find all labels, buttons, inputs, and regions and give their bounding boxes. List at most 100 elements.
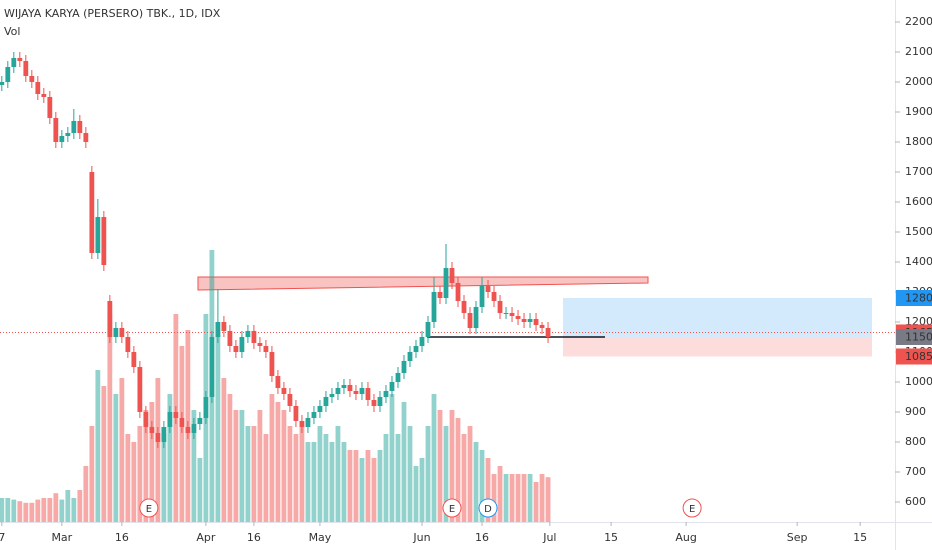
candle-body <box>305 417 311 427</box>
event-marker <box>442 498 462 518</box>
volume-bar <box>509 474 515 522</box>
candle-body <box>89 171 95 253</box>
volume-bar <box>449 410 455 522</box>
candle-body <box>107 300 113 337</box>
volume-bar <box>383 434 389 522</box>
y-tick-label: 1600 <box>905 195 932 208</box>
y-tick-label: 2200 <box>905 15 932 28</box>
candle-body <box>239 336 245 352</box>
candle-body <box>503 312 509 314</box>
candle-body <box>101 216 107 265</box>
candle-body <box>287 393 293 406</box>
candle-body <box>71 120 77 133</box>
candle-body <box>17 57 23 61</box>
candle-body <box>83 132 89 142</box>
x-tick-label: Jul <box>542 531 556 544</box>
candle-body <box>491 291 497 301</box>
candle-body <box>203 396 209 418</box>
candle-body <box>149 426 155 433</box>
candle-body <box>527 318 533 322</box>
candle-body <box>515 315 521 319</box>
x-tick-label: Apr <box>196 531 216 544</box>
volume-bar <box>41 498 47 522</box>
volume-bar <box>89 426 95 522</box>
candle-body <box>137 366 143 412</box>
candle-body <box>251 330 257 343</box>
y-tick-label: 700 <box>905 465 926 478</box>
volume-bar <box>479 450 485 522</box>
volume-bar <box>317 426 323 522</box>
volume-bar <box>461 434 467 522</box>
volume-bar <box>59 499 65 522</box>
price-label: 1280 <box>905 291 932 304</box>
volume-bar <box>485 458 491 522</box>
plot-area <box>0 51 895 522</box>
volume-bar <box>47 498 53 522</box>
candle-body <box>215 321 221 337</box>
candle-body <box>461 300 467 313</box>
volume-bar <box>275 402 281 522</box>
volume-bar <box>281 410 287 522</box>
candle-body <box>407 351 413 361</box>
volume-bar <box>503 474 509 522</box>
candle-body <box>0 81 5 85</box>
volume-bar <box>473 442 479 522</box>
volume-bar <box>335 426 341 522</box>
volume-bar <box>287 426 293 522</box>
x-tick-label: 15 <box>604 531 618 544</box>
candle-body <box>383 390 389 397</box>
volume-bar <box>53 493 59 522</box>
y-tick-label: 600 <box>905 495 926 508</box>
candle-body <box>281 387 287 394</box>
volume-bar <box>341 442 347 522</box>
candle-body <box>371 399 377 406</box>
candle-body <box>263 345 269 352</box>
volume-bar <box>467 426 473 522</box>
candle-body <box>197 417 203 424</box>
volume-bar <box>359 458 365 522</box>
volume-bar <box>419 458 425 522</box>
volume-bar <box>413 466 419 522</box>
candle-body <box>413 345 419 352</box>
y-tick-label: 800 <box>905 435 926 448</box>
candle-body <box>341 384 347 388</box>
candle-body <box>155 432 161 442</box>
volume-bar <box>431 394 437 522</box>
candle-body <box>257 342 263 346</box>
candle-body <box>539 324 545 328</box>
event-label: D <box>484 504 492 515</box>
event-label: E <box>146 504 152 515</box>
volume-bar <box>233 410 239 522</box>
candle-body <box>227 330 233 346</box>
price-label-bg <box>896 328 932 345</box>
x-tick-label: 7 <box>0 531 5 544</box>
y-tick-label: 1000 <box>905 375 932 388</box>
candle-body <box>131 351 137 367</box>
y-tick-label: 1400 <box>905 255 932 268</box>
volume-bar <box>125 434 131 522</box>
candle-body <box>221 321 227 331</box>
volume-bar <box>407 426 413 522</box>
candle-body <box>143 411 149 427</box>
target-box <box>563 297 872 337</box>
candle-body <box>59 135 65 142</box>
candle-body <box>437 291 443 298</box>
volume-bar <box>437 410 443 522</box>
candle-body <box>497 300 503 313</box>
volume-bar <box>293 434 299 522</box>
event-label: E <box>449 504 455 515</box>
candle-body <box>425 321 431 337</box>
volume-bar <box>545 477 551 522</box>
candle-body <box>533 318 539 325</box>
x-tick-label: Mar <box>51 531 72 544</box>
volume-bar <box>179 346 185 522</box>
volume-bar <box>539 474 545 522</box>
volume-bar <box>311 442 317 522</box>
x-tick-label: Aug <box>675 531 696 544</box>
y-tick-label: 1500 <box>905 225 932 238</box>
volume-bar <box>149 402 155 522</box>
volume-bar <box>83 466 89 522</box>
volume-bar <box>257 410 263 522</box>
volume-bar <box>101 386 107 522</box>
